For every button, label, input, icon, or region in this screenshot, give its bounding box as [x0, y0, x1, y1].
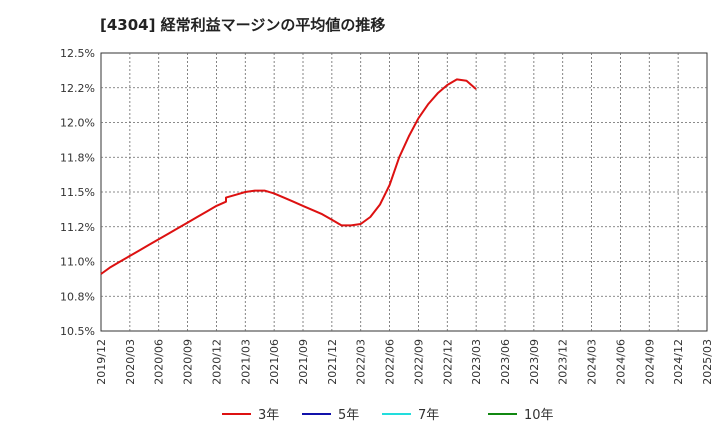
- grid: [101, 53, 707, 331]
- y-tick-label: 11.8%: [60, 151, 95, 164]
- x-tick-label: 2021/06: [268, 339, 281, 385]
- y-tick-label: 11.0%: [60, 256, 95, 269]
- x-tick-label: 2020/12: [210, 339, 223, 385]
- y-tick-label: 10.5%: [60, 325, 95, 338]
- x-tick-label: 2023/12: [557, 339, 570, 385]
- x-tick-label: 2023/06: [499, 339, 512, 385]
- x-tick-label: 2020/06: [153, 339, 166, 385]
- y-tick-label: 10.8%: [60, 290, 95, 303]
- series-lines: [100, 78, 477, 275]
- legend: 3年 5年 7年 10年: [222, 408, 554, 423]
- x-tick-label: 2020/03: [124, 339, 137, 385]
- x-tick-label: 2022/06: [384, 339, 397, 385]
- y-tick-label: 11.5%: [60, 186, 95, 199]
- y-tick-label: 11.2%: [60, 221, 95, 234]
- x-tick-label: 2023/09: [528, 339, 541, 385]
- x-tick-label: 2024/06: [614, 339, 627, 385]
- x-tick-label: 2024/09: [643, 339, 656, 385]
- plot-area: [100, 52, 708, 332]
- x-tick-label: 2021/09: [297, 339, 310, 385]
- y-tick-label: 12.0%: [60, 117, 95, 130]
- x-tick-label: 2019/12: [95, 339, 108, 385]
- series-line-3年: [100, 78, 477, 275]
- x-tick-label: 2023/03: [470, 339, 483, 385]
- legend-label: 3年: [258, 408, 279, 423]
- legend-label: 7年: [418, 408, 439, 423]
- x-tick-label: 2021/03: [239, 339, 252, 385]
- y-tick-label: 12.5%: [60, 47, 95, 60]
- x-tick-label: 2024/12: [672, 339, 685, 385]
- x-tick-label: 2025/03: [701, 339, 714, 385]
- x-axis: 2019/12 2020/03 2020/06 2020/09 2020/12 2021/…: [95, 339, 714, 385]
- chart-title: [4304] 経常利益マージンの平均値の推移: [100, 16, 385, 34]
- y-tick-label: 12.2%: [60, 82, 95, 95]
- y-axis: 10.5% 10.8% 11.0% 11.2% 11.5% 11.8% 12.0% 12.2%…: [60, 47, 95, 338]
- x-tick-label: 2022/12: [441, 339, 454, 385]
- x-tick-label: 2021/12: [326, 339, 339, 385]
- legend-label: 10年: [524, 408, 554, 423]
- x-tick-label: 2022/09: [412, 339, 425, 385]
- legend-label: 5年: [338, 408, 359, 423]
- x-tick-label: 2022/03: [355, 339, 368, 385]
- x-tick-label: 2024/03: [586, 339, 599, 385]
- x-tick-label: 2020/09: [182, 339, 195, 385]
